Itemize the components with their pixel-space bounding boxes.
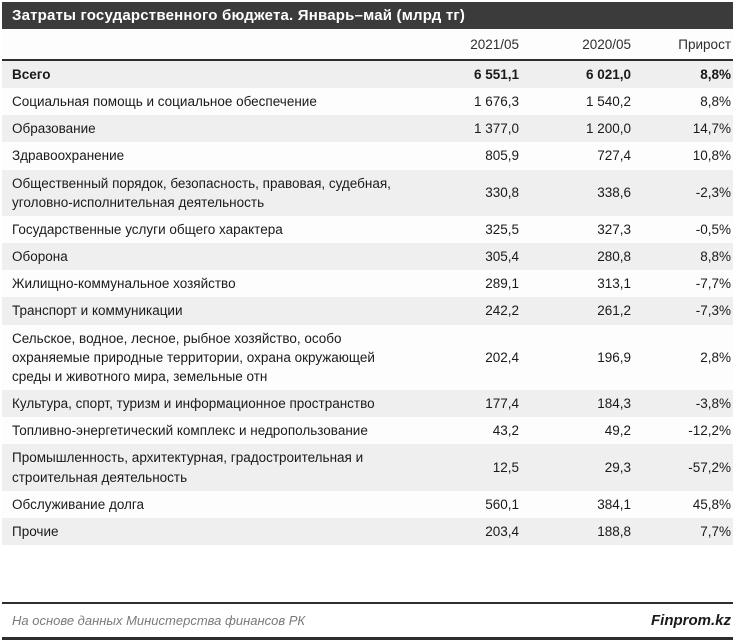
row-label: Прочие [12, 523, 59, 539]
value-2021: 289,1 [485, 276, 519, 292]
page-title: Затраты государственного бюджета. Январь… [2, 2, 733, 29]
value-2021: 12,5 [492, 459, 519, 475]
value-2021: 305,4 [485, 249, 519, 265]
value-growth: -2,3% [695, 185, 731, 201]
row-label: Обслуживание долга [12, 496, 145, 512]
value-growth: 14,7% [692, 121, 731, 137]
value-2020: 1 200,0 [585, 121, 631, 137]
row-label: Всего [12, 67, 51, 82]
value-2021: 1 676,3 [473, 94, 519, 110]
row-label: Оборона [12, 249, 68, 265]
value-growth: 10,8% [692, 148, 731, 164]
value-2020: 184,3 [597, 396, 631, 412]
value-2021: 6 551,1 [473, 67, 519, 82]
header-cell-empty [2, 29, 426, 60]
row-label: Общественный порядок, безопасность, прав… [12, 175, 391, 210]
value-growth: -7,7% [695, 276, 731, 292]
table-row: Обслуживание долга 560,1 384,1 45,8% [2, 490, 733, 518]
value-2020: 6 021,0 [585, 67, 631, 82]
value-growth: 7,7% [700, 523, 731, 539]
value-2020: 727,4 [597, 148, 631, 164]
value-2021: 1 377,0 [473, 121, 519, 137]
table-row: Топливно-энергетический комплекс и недро… [2, 417, 733, 445]
table-row: Прочие 203,4 188,8 7,7% [2, 517, 733, 545]
table-row: Всего 6 551,1 6 021,0 8,8% [2, 60, 733, 89]
value-2021: 805,9 [485, 148, 519, 164]
table-row: Образование 1 377,0 1 200,0 14,7% [2, 115, 733, 143]
value-2020: 188,8 [597, 523, 631, 539]
value-growth: -0,5% [695, 221, 731, 237]
row-label: Образование [12, 121, 96, 137]
value-growth: 8,8% [700, 67, 731, 82]
table-row: Общественный порядок, безопасность, прав… [2, 169, 733, 216]
value-2020: 261,2 [597, 303, 631, 319]
row-label: Государственные услуги общего характера [12, 221, 283, 237]
row-label: Здравоохранение [12, 148, 125, 164]
value-2020: 280,8 [597, 249, 631, 265]
value-2021: 330,8 [485, 185, 519, 201]
value-2021: 177,4 [485, 396, 519, 412]
value-2020: 1 540,2 [585, 94, 631, 110]
row-label: Транспорт и коммуникации [12, 303, 183, 319]
header-cell-growth: Прирост [633, 29, 733, 60]
row-label: Социальная помощь и социальное обеспечен… [12, 94, 317, 110]
value-growth: -57,2% [688, 459, 731, 475]
row-label: Жилищно-коммунальное хозяйство [12, 276, 236, 292]
finprom-logo: Finprom.kz [650, 612, 731, 629]
row-label: Топливно-энергетический комплекс и недро… [12, 423, 368, 439]
table-row: Культура, спорт, туризм и информационное… [2, 390, 733, 418]
table-row: Социальная помощь и социальное обеспечен… [2, 88, 733, 116]
value-2020: 29,3 [604, 459, 631, 475]
value-2021: 202,4 [485, 349, 519, 365]
value-2020: 327,3 [597, 221, 631, 237]
value-growth: -7,3% [695, 303, 731, 319]
table-row: Транспорт и коммуникации 242,2 261,2 -7,… [2, 297, 733, 325]
value-2021: 325,5 [485, 221, 519, 237]
value-2020: 196,9 [597, 349, 631, 365]
table-body: Всего 6 551,1 6 021,0 8,8% Социальная по… [2, 60, 733, 545]
data-source-note: На основе данных Министерства финансов Р… [12, 613, 306, 628]
header-cell-2021: 2021/05 [426, 29, 521, 60]
table-row: Государственные услуги общего характера … [2, 215, 733, 244]
value-growth: -3,8% [695, 396, 731, 412]
value-2021: 242,2 [485, 303, 519, 319]
table-row: Промышленность, архитектурная, градостро… [2, 444, 733, 491]
value-growth: 45,8% [692, 496, 731, 512]
table-row: Оборона 305,4 280,8 8,8% [2, 243, 733, 271]
budget-table: 2021/05 2020/05 Прирост Всего 6 551,1 6 … [2, 29, 733, 545]
value-growth: 2,8% [700, 349, 731, 365]
value-2020: 313,1 [597, 276, 631, 292]
value-2020: 49,2 [604, 423, 631, 439]
header-cell-2020: 2020/05 [521, 29, 633, 60]
footer: На основе данных Министерства финансов Р… [2, 602, 733, 640]
value-2020: 338,6 [597, 185, 631, 201]
row-label: Сельское, водное, лесное, рыбное хозяйст… [12, 330, 375, 384]
table-header: 2021/05 2020/05 Прирост [2, 29, 733, 60]
value-2020: 384,1 [597, 496, 631, 512]
value-growth: 8,8% [700, 249, 731, 265]
row-label: Промышленность, архитектурная, градостро… [12, 450, 364, 485]
table-row: Сельское, водное, лесное, рыбное хозяйст… [2, 324, 733, 391]
row-label: Культура, спорт, туризм и информационное… [12, 396, 375, 412]
table-row: Жилищно-коммунальное хозяйство 289,1 313… [2, 270, 733, 298]
value-2021: 560,1 [485, 496, 519, 512]
value-growth: -12,2% [688, 423, 731, 439]
value-2021: 203,4 [485, 523, 519, 539]
value-growth: 8,8% [700, 94, 731, 110]
table-row: Здравоохранение 805,9 727,4 10,8% [2, 142, 733, 170]
value-2021: 43,2 [492, 423, 519, 439]
